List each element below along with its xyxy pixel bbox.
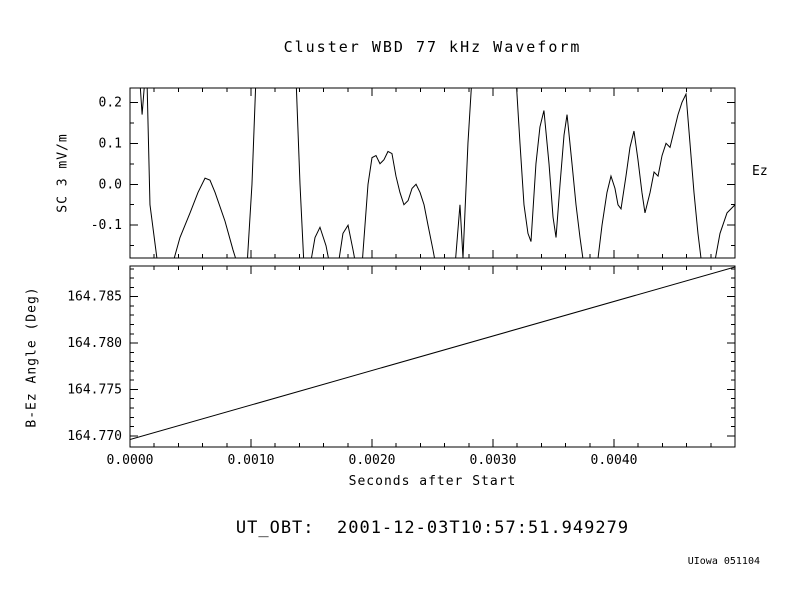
angle-plot-frame [129,265,736,448]
waveform-series-line [139,88,735,258]
ez-series-label: Ez [752,164,768,179]
x-tick-label: 0.0040 [591,453,638,468]
credit-label: UIowa 051104 [687,556,760,567]
x-tick-label: 0.0020 [349,453,396,468]
y-tick-label: 164.780 [67,336,122,351]
x-tick-label: 0.0010 [228,453,275,468]
x-axis-label: Seconds after Start [348,474,517,489]
y-tick-label: -0.1 [91,218,122,233]
angle-series-line [130,266,735,441]
y-tick-label: 0.1 [99,136,122,151]
y-tick-label: 0.0 [99,177,122,192]
y-tick-label: 0.2 [99,95,122,110]
x-tick-label: 0.0030 [470,453,517,468]
y-tick-label: 164.785 [67,290,122,305]
ut-obt-timestamp: UT_OBT: 2001-12-03T10:57:51.949279 [235,518,630,538]
y-tick-label: 164.775 [67,382,122,397]
y-tick-label: 164.770 [67,429,122,444]
page-title: Cluster WBD 77 kHz Waveform [283,38,582,56]
x-tick-label: 0.0000 [107,453,154,468]
waveform-plot-frame [129,87,736,259]
